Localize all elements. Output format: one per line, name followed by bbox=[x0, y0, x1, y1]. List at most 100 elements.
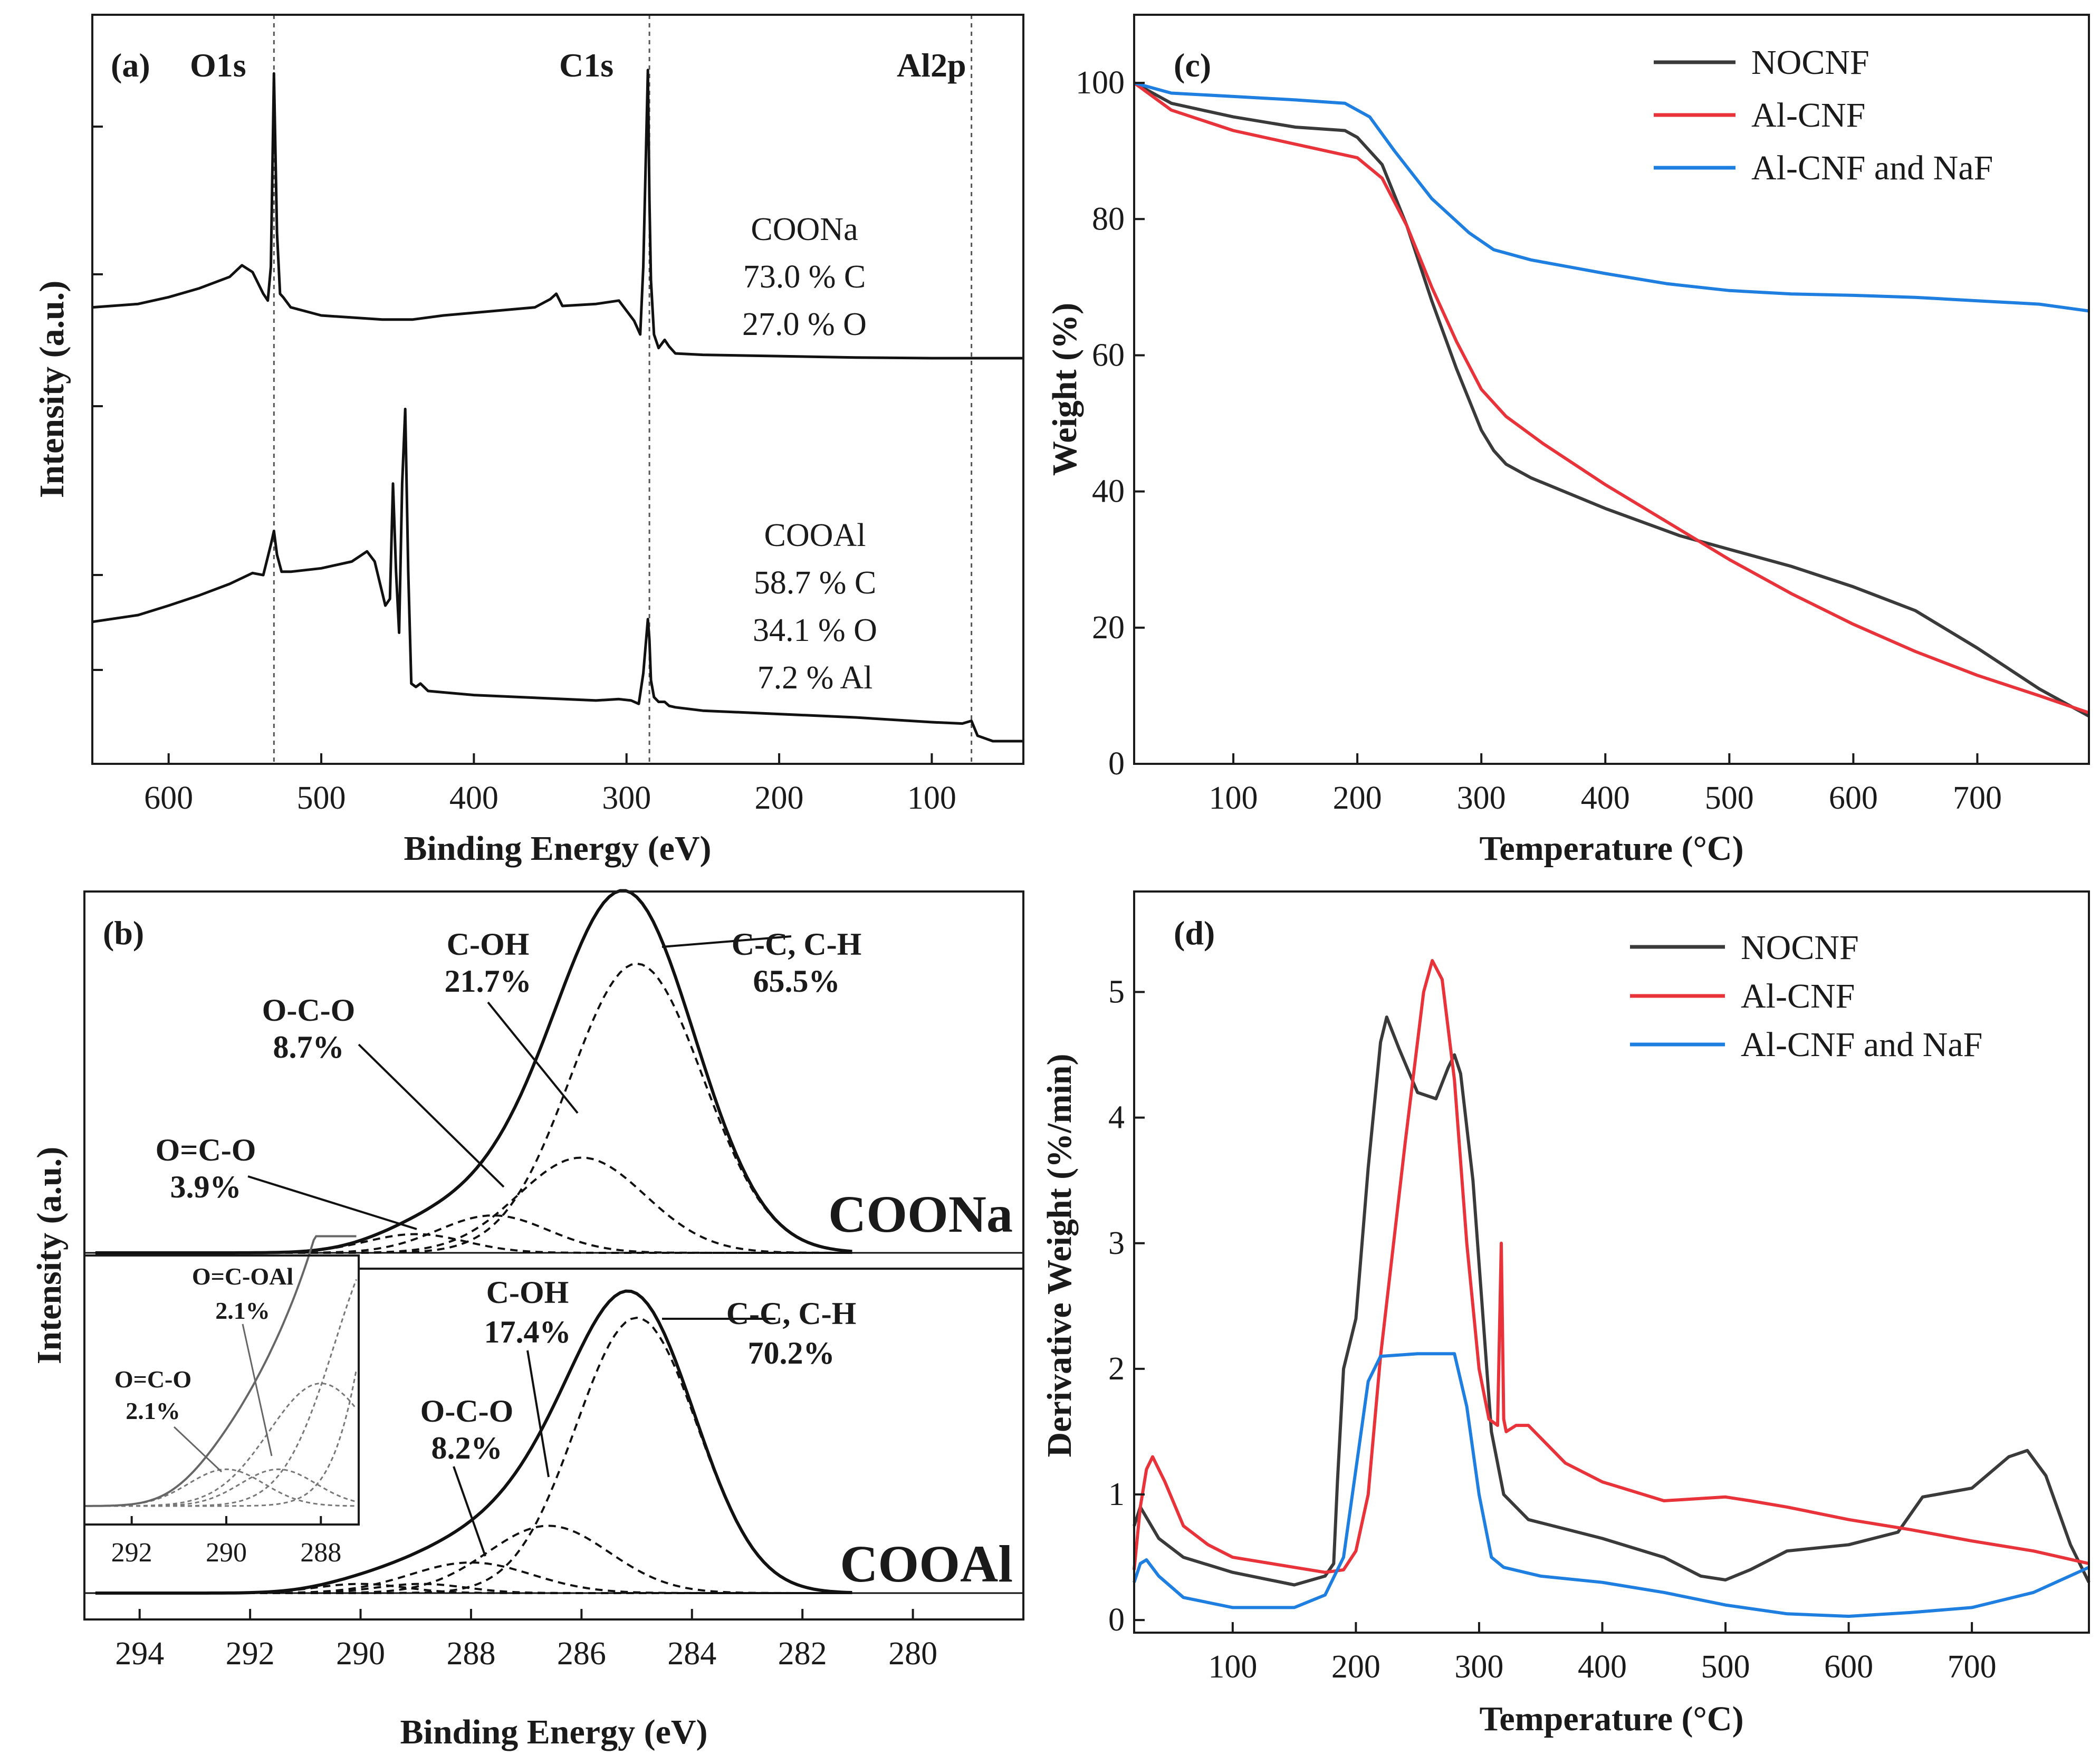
panel-a-x-tick-label-300: 300 bbox=[602, 780, 651, 816]
inset-x-tick-label-292: 292 bbox=[111, 1538, 152, 1568]
panel-a-coona-o: 27.0 % O bbox=[742, 306, 867, 342]
panel-c-y-tick-label-100: 100 bbox=[1076, 65, 1125, 101]
panel-d-x-tick-label-500: 500 bbox=[1701, 1649, 1750, 1685]
legend-d-al-cnf-naf: Al-CNF and NaF bbox=[1741, 1025, 1982, 1064]
inset-x-tick-label-288: 288 bbox=[300, 1538, 341, 1568]
panel-b-x-tick-label-284: 284 bbox=[667, 1636, 716, 1672]
panel-a-cooal-o: 34.1 % O bbox=[753, 612, 877, 648]
panel-b-x-tick-label-288: 288 bbox=[446, 1636, 495, 1672]
panel-b-coona-component-0 bbox=[95, 962, 852, 1254]
panel-a-x-tick-label-200: 200 bbox=[755, 780, 804, 816]
panel-c-series-al-cnf bbox=[1133, 81, 2089, 715]
panel-b-coona-component-2 bbox=[95, 1214, 852, 1254]
panel-d-y-tick-label-3: 3 bbox=[1108, 1225, 1125, 1261]
panel-b-x-tick-label-280: 280 bbox=[888, 1636, 937, 1672]
panel-b-y-axis-label: Intensity (a.u.) bbox=[30, 1147, 69, 1365]
legend-d-al-cnf: Al-CNF bbox=[1741, 977, 1855, 1015]
panel-c-label: (c) bbox=[1174, 46, 1211, 84]
panel-b-label: (b) bbox=[103, 914, 144, 952]
panel-a-cooal-name: COOAl bbox=[764, 517, 866, 553]
panel-c-y-axis-label: Weight (%) bbox=[1046, 303, 1084, 476]
panel-c-y-tick-label-20: 20 bbox=[1092, 610, 1125, 646]
panel-a-peak-o1s: O1s bbox=[190, 46, 246, 84]
legend-c-nocnf: NOCNF bbox=[1751, 43, 1869, 82]
panel-d-y-tick-label-4: 4 bbox=[1108, 1100, 1125, 1136]
panel-b-leader-line-6 bbox=[453, 1466, 486, 1557]
panel-d-label: (d) bbox=[1174, 914, 1215, 952]
panel-c-x-tick-label-400: 400 bbox=[1581, 780, 1630, 816]
panel-c-x-tick-label-200: 200 bbox=[1333, 780, 1382, 816]
panel-d-x-tick-label-200: 200 bbox=[1331, 1649, 1380, 1685]
panel-a-x-tick-label-100: 100 bbox=[907, 780, 956, 816]
panel-d-legend: NOCNF Al-CNF Al-CNF and NaF bbox=[1630, 928, 1982, 1064]
panel-d-y-tick-label-1: 1 bbox=[1108, 1477, 1125, 1512]
cooal-c-oh-label: C-OH bbox=[486, 1275, 569, 1310]
panel-b: 294 292 290 288 286 284 282 280 (b) C-OH 21.7% … bbox=[30, 889, 1024, 1751]
panel-c-series-al-cnf-and-naf bbox=[1134, 81, 2089, 313]
panel-c-y-tick-label-60: 60 bbox=[1092, 337, 1125, 373]
panel-a-y-axis-label: Intensity (a.u.) bbox=[33, 281, 71, 498]
panel-a-x-tick-label-500: 500 bbox=[297, 780, 346, 816]
panel-d-y-ticks: 0 1 2 3 4 5 bbox=[1108, 974, 1145, 1638]
panel-a-x-axis-label: Binding Energy (eV) bbox=[404, 829, 711, 868]
panel-d-x-tick-label-700: 700 bbox=[1948, 1649, 1997, 1685]
panel-b-x-tick-label-290: 290 bbox=[336, 1636, 385, 1672]
panel-d-y-tick-label-5: 5 bbox=[1108, 974, 1125, 1010]
panel-d-x-ticks: 100 200 300 400 500 600 700 bbox=[1208, 1622, 1997, 1685]
panel-a-x-tick-label-400: 400 bbox=[449, 780, 498, 816]
inset-x-tick-label-290: 290 bbox=[206, 1538, 247, 1568]
inset-oco-al-label: O=C-OAl bbox=[192, 1263, 293, 1290]
cooal-c-oh-percent: 17.4% bbox=[484, 1315, 571, 1349]
panel-c-y-ticks: 0 20 40 60 80 100 bbox=[1076, 65, 1145, 782]
panel-d-x-axis-label: Temperature (°C) bbox=[1479, 1700, 1743, 1738]
panel-d: 100 200 300 400 500 600 700 0 1 2 3 4 5 (d) NOCNF A… bbox=[1040, 890, 2091, 1738]
panel-b-inset: 292 290 288 O=C-OAl 2.1% O=C-O 2.1% bbox=[83, 1235, 360, 1568]
panel-d-x-tick-label-400: 400 bbox=[1578, 1649, 1627, 1685]
panel-b-x-tick-label-282: 282 bbox=[778, 1636, 827, 1672]
inset-series bbox=[84, 1235, 357, 1507]
inset-leader-line-1 bbox=[173, 1426, 223, 1473]
panel-b-leader-line-3 bbox=[247, 1175, 417, 1230]
coona-c-oh-label: C-OH bbox=[447, 927, 530, 962]
panel-d-series-al-cnf bbox=[1133, 959, 2089, 1574]
panel-d-x-tick-label-300: 300 bbox=[1454, 1649, 1503, 1685]
inset-oco-label: O=C-O bbox=[114, 1366, 191, 1393]
inset-x-ticks: 292 290 288 bbox=[111, 1516, 341, 1568]
panel-a-series-coona bbox=[92, 69, 1023, 360]
panel-a-cooal-c: 58.7 % C bbox=[754, 565, 877, 601]
panel-c-x-tick-label-100: 100 bbox=[1209, 780, 1258, 816]
panel-d-x-tick-label-600: 600 bbox=[1824, 1649, 1873, 1685]
panel-a-peak-al2p: Al2p bbox=[897, 46, 966, 84]
panel-d-x-tick-label-100: 100 bbox=[1208, 1649, 1257, 1685]
panel-b-x-tick-label-286: 286 bbox=[557, 1636, 606, 1672]
cooal-oco-percent: 8.2% bbox=[431, 1431, 503, 1465]
cooal-sample-name: COOAl bbox=[840, 1535, 1013, 1593]
panel-c-legend: NOCNF Al-CNF Al-CNF and NaF bbox=[1654, 43, 1993, 187]
panel-d-y-axis-label: Derivative Weight (%/min) bbox=[1040, 1054, 1079, 1458]
panel-c-frame bbox=[1133, 14, 2090, 765]
panel-c-x-ticks: 100 200 300 400 500 600 700 bbox=[1209, 753, 2002, 816]
panel-a-label: (a) bbox=[111, 46, 150, 84]
panel-b-x-tick-label-294: 294 bbox=[115, 1636, 164, 1672]
panel-a-peak-c1s: C1s bbox=[559, 46, 613, 84]
panel-a-x-ticks: 600 500 400 300 200 100 bbox=[144, 753, 956, 816]
panel-b-series bbox=[84, 889, 1023, 1595]
panel-c-y-tick-label-40: 40 bbox=[1092, 474, 1125, 510]
panel-b-coona-component-1 bbox=[95, 1156, 852, 1254]
panel-b-x-axis-label: Binding Energy (eV) bbox=[400, 1713, 707, 1751]
coona-ocoo-percent: 3.9% bbox=[170, 1169, 242, 1204]
panel-b-leader-line-2 bbox=[358, 1043, 505, 1188]
panel-a-x-tick-label-600: 600 bbox=[144, 780, 193, 816]
panel-a-frame bbox=[91, 14, 1024, 765]
coona-c-oh-percent: 21.7% bbox=[445, 964, 532, 999]
panel-c-y-tick-label-80: 80 bbox=[1092, 201, 1125, 237]
panel-c-x-axis-label: Temperature (°C) bbox=[1479, 829, 1743, 868]
panel-c-series-nocnf bbox=[1133, 81, 2090, 718]
panel-a-series bbox=[92, 15, 1023, 764]
inset-frame-border bbox=[83, 1254, 360, 1526]
panel-b-leader-line-1 bbox=[661, 935, 792, 948]
panel-a-coona-name: COONa bbox=[751, 212, 858, 247]
panel-c: 100 200 300 400 500 600 700 0 20 40 60 80 100 (c) N… bbox=[1046, 14, 2090, 868]
legend-c-al-cnf-naf: Al-CNF and NaF bbox=[1751, 149, 1993, 187]
panel-b-leader-line-0 bbox=[487, 1001, 579, 1114]
